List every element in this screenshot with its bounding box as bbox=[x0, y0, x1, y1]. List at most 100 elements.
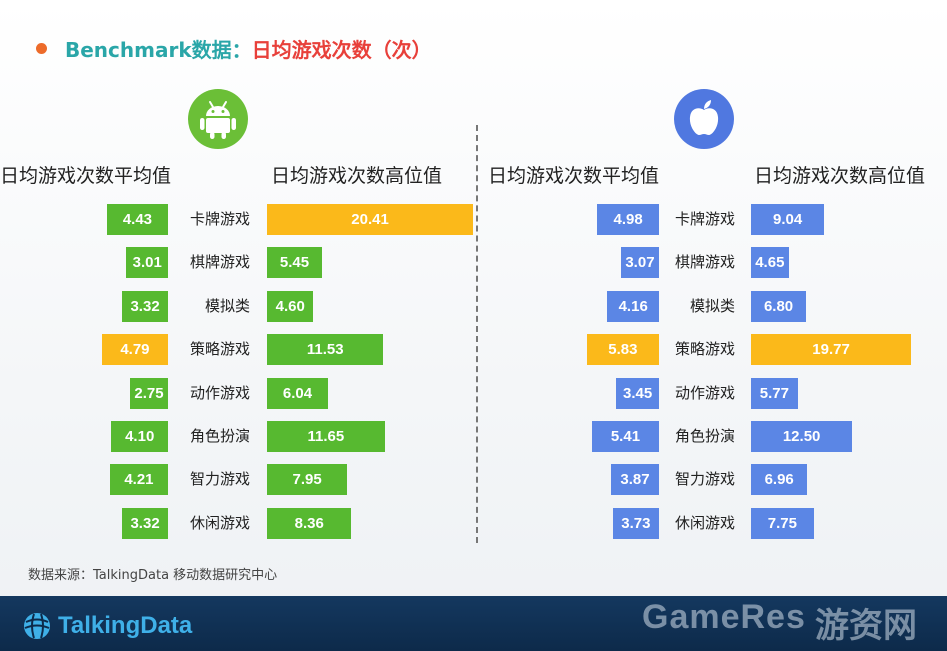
ios-high-header: 日均游戏次数高位值 bbox=[754, 165, 926, 187]
ios-category-label: 智力游戏 bbox=[674, 470, 735, 489]
android-avg-value-label: 4.10 bbox=[125, 428, 155, 445]
ios-avg-value-label: 5.83 bbox=[608, 341, 638, 359]
android-high-value-label: 7.95 bbox=[292, 471, 322, 489]
ios-category-label: 模拟类 bbox=[689, 296, 735, 315]
ios-category-label: 棋牌游戏 bbox=[674, 253, 735, 272]
ios-category-label: 卡牌游戏 bbox=[674, 210, 735, 228]
android-category-label: 智力游戏 bbox=[189, 470, 250, 489]
ios-avg-value-label: 3.73 bbox=[621, 514, 651, 532]
ios-category-label: 策略游戏 bbox=[674, 340, 735, 359]
ios-avg-bar bbox=[591, 421, 659, 452]
ios-high-bar bbox=[751, 290, 807, 322]
ios-category-label: 动作游戏 bbox=[674, 383, 735, 402]
ios-avg-bar bbox=[607, 290, 659, 322]
android-high-header: 日均游戏次数高位值 bbox=[271, 165, 443, 187]
android-avg-value-label: 4.43 bbox=[122, 211, 153, 228]
android-avg-bar bbox=[109, 464, 168, 496]
android-category-label: 休闲游戏 bbox=[189, 513, 250, 532]
ios-avg-bar bbox=[616, 377, 659, 409]
android-high-bar bbox=[267, 247, 323, 279]
ios-category-label: 休闲游戏 bbox=[674, 513, 735, 532]
android-avg-value-label: 4.79 bbox=[120, 341, 150, 359]
android-high-bar bbox=[267, 421, 385, 452]
android-avg-bar bbox=[101, 334, 168, 366]
android-high-bar bbox=[267, 204, 474, 235]
android-avg-bar bbox=[122, 507, 168, 539]
android-avg-header: 日均游戏次数平均值 bbox=[0, 165, 172, 187]
android-category-label: 策略游戏 bbox=[189, 340, 250, 359]
android-high-bar bbox=[267, 377, 328, 409]
ios-high-bar bbox=[751, 204, 825, 235]
android-avg-value-label: 3.01 bbox=[132, 254, 162, 272]
android-avg-value-label: 2.75 bbox=[134, 384, 164, 402]
android-avg-bar bbox=[130, 377, 168, 409]
android-category-label: 角色扮演 bbox=[189, 427, 250, 445]
ios-high-value-label: 7.75 bbox=[767, 514, 797, 532]
talkingdata-brand: TalkingData bbox=[58, 612, 193, 639]
ios-avg-bar bbox=[586, 334, 659, 366]
ios-category-label: 角色扮演 bbox=[674, 427, 735, 445]
ios-high-bar bbox=[751, 421, 853, 452]
android-high-value-label: 8.36 bbox=[294, 514, 324, 532]
ios-high-bar bbox=[751, 507, 814, 539]
apple-logo bbox=[674, 89, 734, 149]
android-category-label: 棋牌游戏 bbox=[189, 253, 250, 272]
ios-avg-value-label: 4.98 bbox=[613, 211, 643, 228]
title-metric: 日均游戏次数（次） bbox=[251, 37, 432, 62]
android-avg-bar bbox=[111, 421, 168, 452]
android-avg-value-label: 3.32 bbox=[130, 297, 160, 315]
ios-high-value-label: 9.04 bbox=[773, 211, 803, 228]
android-high-value-label: 11.53 bbox=[306, 341, 344, 359]
ios-avg-bar bbox=[620, 247, 659, 279]
ios-avg-bar bbox=[597, 204, 659, 235]
android-avg-bar bbox=[106, 204, 168, 235]
android-high-bar bbox=[267, 290, 314, 322]
ios-high-bar bbox=[751, 334, 912, 366]
ios-high-bar bbox=[751, 464, 808, 496]
ios-high-bar bbox=[751, 247, 789, 279]
ios-high-value-label: 5.77 bbox=[759, 384, 789, 402]
ios-high-bar bbox=[751, 377, 798, 409]
panel-divider bbox=[476, 125, 478, 543]
android-avg-bar bbox=[122, 290, 168, 322]
android-high-value-label: 5.45 bbox=[279, 254, 310, 272]
android-high-value-label: 6.04 bbox=[282, 384, 313, 402]
ios-avg-bar bbox=[612, 507, 659, 539]
android-logo bbox=[188, 89, 248, 149]
android-category-label: 模拟类 bbox=[204, 296, 250, 315]
talkingdata-icon bbox=[24, 613, 50, 639]
ios-avg-header: 日均游戏次数平均值 bbox=[488, 165, 660, 187]
ios-avg-bar bbox=[611, 464, 659, 496]
android-high-bar bbox=[267, 334, 384, 366]
ios-high-value-label: 6.80 bbox=[763, 297, 794, 315]
footer-bar bbox=[0, 596, 947, 651]
bullet-dot bbox=[36, 42, 47, 54]
ios-avg-value-label: 3.07 bbox=[625, 254, 655, 272]
android-high-bar bbox=[267, 507, 352, 539]
android-icon bbox=[200, 101, 236, 139]
android-high-value-label: 11.65 bbox=[307, 428, 345, 445]
apple-icon bbox=[689, 100, 719, 135]
ios-high-value-label: 4.65 bbox=[755, 254, 785, 272]
ios-high-value-label: 6.96 bbox=[764, 471, 794, 489]
ios-avg-value-label: 3.87 bbox=[620, 471, 650, 489]
ios-avg-value-label: 3.45 bbox=[623, 384, 653, 402]
android-high-value-label: 20.41 bbox=[351, 211, 389, 228]
android-high-value-label: 4.60 bbox=[275, 297, 305, 315]
page-title: Benchmark数据： 日均游戏次数（次） bbox=[36, 34, 432, 62]
android-avg-bar bbox=[126, 247, 168, 279]
ios-high-value-label: 12.50 bbox=[782, 428, 821, 445]
ios-high-value-label: 19.77 bbox=[812, 341, 850, 359]
gameres-watermark-cn: 游资网 bbox=[815, 606, 917, 646]
title-benchmark: Benchmark数据： bbox=[65, 37, 252, 62]
android-category-label: 卡牌游戏 bbox=[189, 210, 250, 228]
android-high-bar bbox=[267, 464, 348, 496]
android-avg-value-label: 3.32 bbox=[130, 514, 160, 532]
android-avg-value-label: 4.21 bbox=[124, 471, 154, 489]
gameres-watermark: GameRes bbox=[642, 598, 806, 636]
ios-avg-value-label: 5.41 bbox=[610, 428, 641, 445]
ios-avg-value-label: 4.16 bbox=[618, 297, 648, 315]
talkingdata-logo: TalkingData bbox=[22, 611, 192, 641]
data-source: 数据来源：TalkingData 移动数据研究中心 bbox=[28, 568, 278, 583]
